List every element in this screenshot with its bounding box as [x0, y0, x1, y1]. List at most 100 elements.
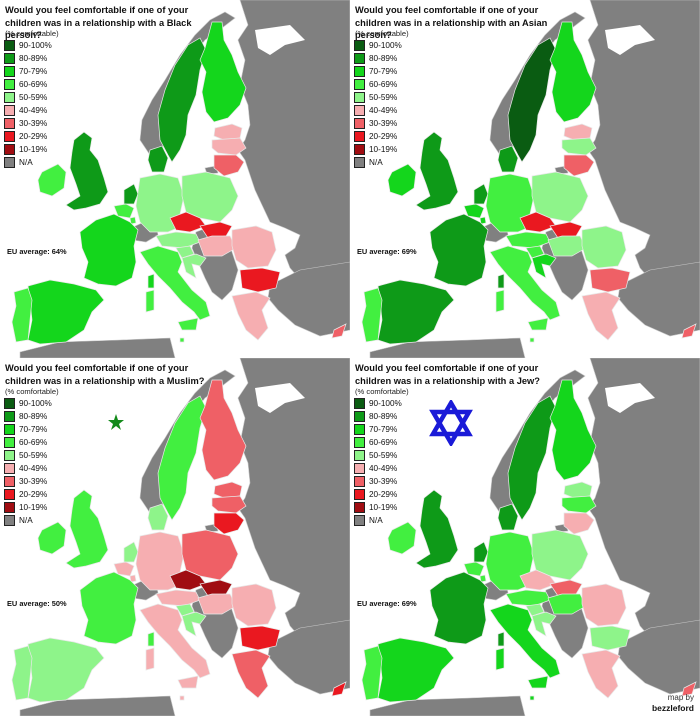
country-slovenia: [525, 245, 545, 259]
legend-swatch: [354, 53, 365, 64]
legend-item-c30: 30-39%: [354, 117, 402, 130]
legend-swatch: [354, 66, 365, 77]
map-panel-jew: Would you feel comfortable if one of you…: [350, 358, 700, 716]
country-greece: [581, 291, 621, 341]
legend-label: 50-59%: [369, 93, 398, 102]
legend-swatch: [354, 105, 365, 116]
country-lithuania: [213, 512, 245, 535]
legend-label: 30-39%: [19, 119, 48, 128]
country-denmark: [497, 145, 519, 173]
map-subtitle: (% comfortable): [355, 387, 409, 396]
country-france: [79, 571, 139, 645]
legend-item-c20: 20-29%: [354, 130, 402, 143]
country-romania: [581, 225, 627, 269]
legend-swatch: [4, 476, 15, 487]
country-italy-sardinia: [145, 289, 155, 313]
crescent-star-icon: [80, 402, 126, 447]
legend-label: 70-79%: [19, 425, 48, 434]
map-title: Would you feel comfortable if one of you…: [355, 5, 548, 40]
country-bulgaria: [589, 267, 631, 293]
non-eu-land: [19, 358, 350, 716]
map-panel-muslim: Would you feel comfortable if one of you…: [0, 358, 350, 716]
map-legend: 90-100% 80-89% 70-79% 60-69% 50-59% 40-49% 30-…: [354, 397, 402, 527]
legend-label: N/A: [19, 516, 33, 525]
country-bulgaria: [589, 625, 631, 651]
country-slovenia: [525, 603, 545, 617]
country-france-corsica: [147, 273, 155, 289]
country-belgium: [463, 203, 485, 219]
country-uk: [65, 131, 109, 211]
legend-label: 90-100%: [369, 41, 402, 50]
country-malta: [529, 337, 535, 343]
legend-swatch: [354, 411, 365, 422]
country-spain: [27, 637, 105, 703]
map-title: Would you feel comfortable if one of you…: [5, 363, 205, 386]
country-sweden: [507, 37, 557, 163]
country-slovakia: [199, 579, 233, 597]
map-subtitle: (% comfortable): [355, 29, 409, 38]
country-italy-sardinia: [145, 647, 155, 671]
legend-swatch: [4, 144, 15, 155]
map-title: Would you feel comfortable if one of you…: [5, 5, 192, 40]
legend-label: 90-100%: [369, 399, 402, 408]
country-luxembourg: [479, 574, 487, 583]
country-sweden: [507, 395, 557, 521]
country-netherlands: [473, 183, 489, 205]
country-greece: [231, 649, 271, 699]
credit-line-1: map by: [667, 693, 694, 702]
legend-item-c60: 60-69%: [4, 78, 52, 91]
europe-map: [11, 358, 350, 716]
legend-item-c40: 40-49%: [4, 462, 52, 475]
legend-label: 60-69%: [369, 438, 398, 447]
map-subtitle: (% comfortable): [5, 29, 59, 38]
country-spain: [27, 279, 105, 345]
legend-item-c10: 10-19%: [4, 143, 52, 156]
legend-label: 10-19%: [369, 503, 398, 512]
legend-label: 80-89%: [19, 54, 48, 63]
legend-item-c90: 90-100%: [4, 39, 52, 52]
eu-average-label: EU average: 69%: [357, 599, 417, 608]
legend-label: 80-89%: [369, 412, 398, 421]
legend-swatch: [4, 515, 15, 526]
country-estonia: [563, 481, 593, 499]
legend-swatch: [354, 398, 365, 409]
legend-label: 20-29%: [369, 132, 398, 141]
europe-map: [361, 358, 700, 716]
eu-countries: [11, 21, 347, 345]
country-croatia: [531, 611, 557, 637]
europe-map: [361, 0, 700, 358]
country-cyprus: [331, 681, 347, 697]
legend-swatch: [354, 424, 365, 435]
legend-item-c80: 80-89%: [354, 52, 402, 65]
legend-swatch: [354, 437, 365, 448]
country-poland: [181, 171, 239, 223]
legend-item-na: N/A: [354, 156, 402, 169]
legend-item-c70: 70-79%: [4, 65, 52, 78]
country-italy: [489, 603, 561, 679]
legend-item-c40: 40-49%: [354, 104, 402, 117]
country-italy-sicily: [527, 317, 549, 331]
country-netherlands: [123, 541, 139, 563]
eu-countries: [361, 21, 697, 345]
country-portugal: [11, 287, 33, 343]
legend-item-c10: 10-19%: [354, 143, 402, 156]
eu-average-label: EU average: 50%: [7, 599, 67, 608]
country-malta: [529, 695, 535, 701]
legend-swatch: [354, 157, 365, 168]
legend-swatch: [354, 131, 365, 142]
country-slovakia: [549, 221, 583, 239]
country-finland: [549, 21, 597, 123]
country-slovakia: [199, 221, 233, 239]
legend-item-c50: 50-59%: [4, 91, 52, 104]
legend-swatch: [4, 40, 15, 51]
country-sweden: [157, 395, 207, 521]
legend-label: N/A: [369, 158, 383, 167]
legend-swatch: [4, 53, 15, 64]
legend-item-c10: 10-19%: [354, 501, 402, 514]
country-portugal: [11, 645, 33, 701]
map-subtitle: (% comfortable): [5, 387, 59, 396]
legend-swatch: [4, 66, 15, 77]
non-eu-land: [19, 0, 350, 358]
legend-item-c50: 50-59%: [354, 449, 402, 462]
legend-label: 90-100%: [19, 399, 52, 408]
